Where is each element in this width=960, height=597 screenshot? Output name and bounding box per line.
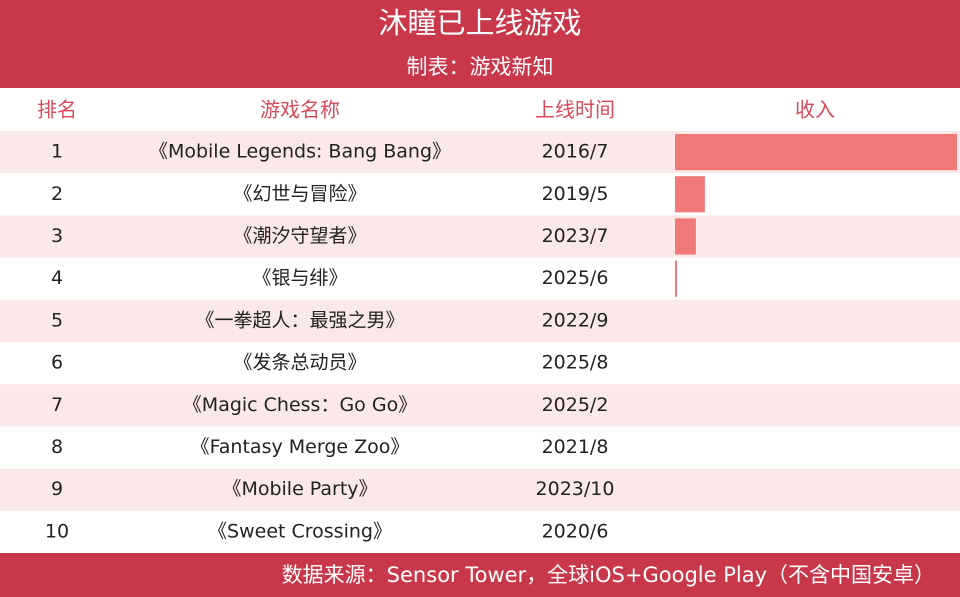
row-band: [0, 299, 960, 342]
header-band: [0, 0, 960, 88]
cell: 7: [51, 394, 63, 416]
cell: 2: [51, 183, 63, 205]
cell: 2025/2: [542, 394, 609, 416]
revenue-bar: [675, 134, 957, 171]
cell: 2016/7: [542, 141, 609, 163]
row-band: [0, 384, 960, 427]
cell: 《Sweet Crossing》: [208, 520, 392, 542]
revenue-bar: [675, 176, 705, 213]
cell: 4: [51, 267, 63, 289]
cell: 10: [45, 520, 69, 542]
column-header: 收入: [795, 98, 835, 122]
cell: 《银与绯》: [252, 267, 347, 289]
cell: 《Fantasy Merge Zoo》: [191, 436, 410, 458]
cell: 2025/8: [542, 352, 609, 374]
cell: 2023/7: [542, 225, 609, 247]
cell: 8: [51, 436, 63, 458]
cell: 2020/6: [542, 520, 609, 542]
cell: 2021/8: [542, 436, 609, 458]
revenue-bar: [675, 218, 696, 255]
row-band: [0, 468, 960, 511]
cell: 9: [51, 478, 63, 500]
source: 数据来源：Sensor Tower，全球iOS+Google Play（不含中国…: [282, 563, 935, 587]
cell: 6: [51, 352, 63, 374]
title: 沐瞳已上线游戏: [378, 6, 581, 40]
cell: 1: [51, 141, 63, 163]
cell: 《幻世与冒险》: [233, 183, 366, 205]
cell: 《潮汐守望者》: [233, 225, 366, 247]
footer-band: [0, 553, 960, 597]
cell: 2023/10: [536, 478, 615, 500]
cell: 《Magic Chess：Go Go》: [183, 394, 417, 416]
subtitle: 制表：游戏新知: [407, 55, 554, 79]
cell: 3: [51, 225, 63, 247]
revenue-bar: [675, 260, 677, 297]
cell: 2019/5: [542, 183, 609, 205]
cell: 《Mobile Legends: Bang Bang》: [149, 141, 451, 163]
cell: 2025/6: [542, 267, 609, 289]
cell: 《一拳超人：最强之男》: [195, 309, 404, 331]
row-band: [0, 215, 960, 258]
column-header: 游戏名称: [260, 98, 340, 122]
column-header: 上线时间: [535, 98, 615, 122]
cell: 5: [51, 309, 63, 331]
cell: 2022/9: [542, 309, 609, 331]
cell: 《Mobile Party》: [222, 478, 377, 500]
column-header: 排名: [37, 98, 77, 122]
cell: 《发条总动员》: [233, 352, 366, 374]
